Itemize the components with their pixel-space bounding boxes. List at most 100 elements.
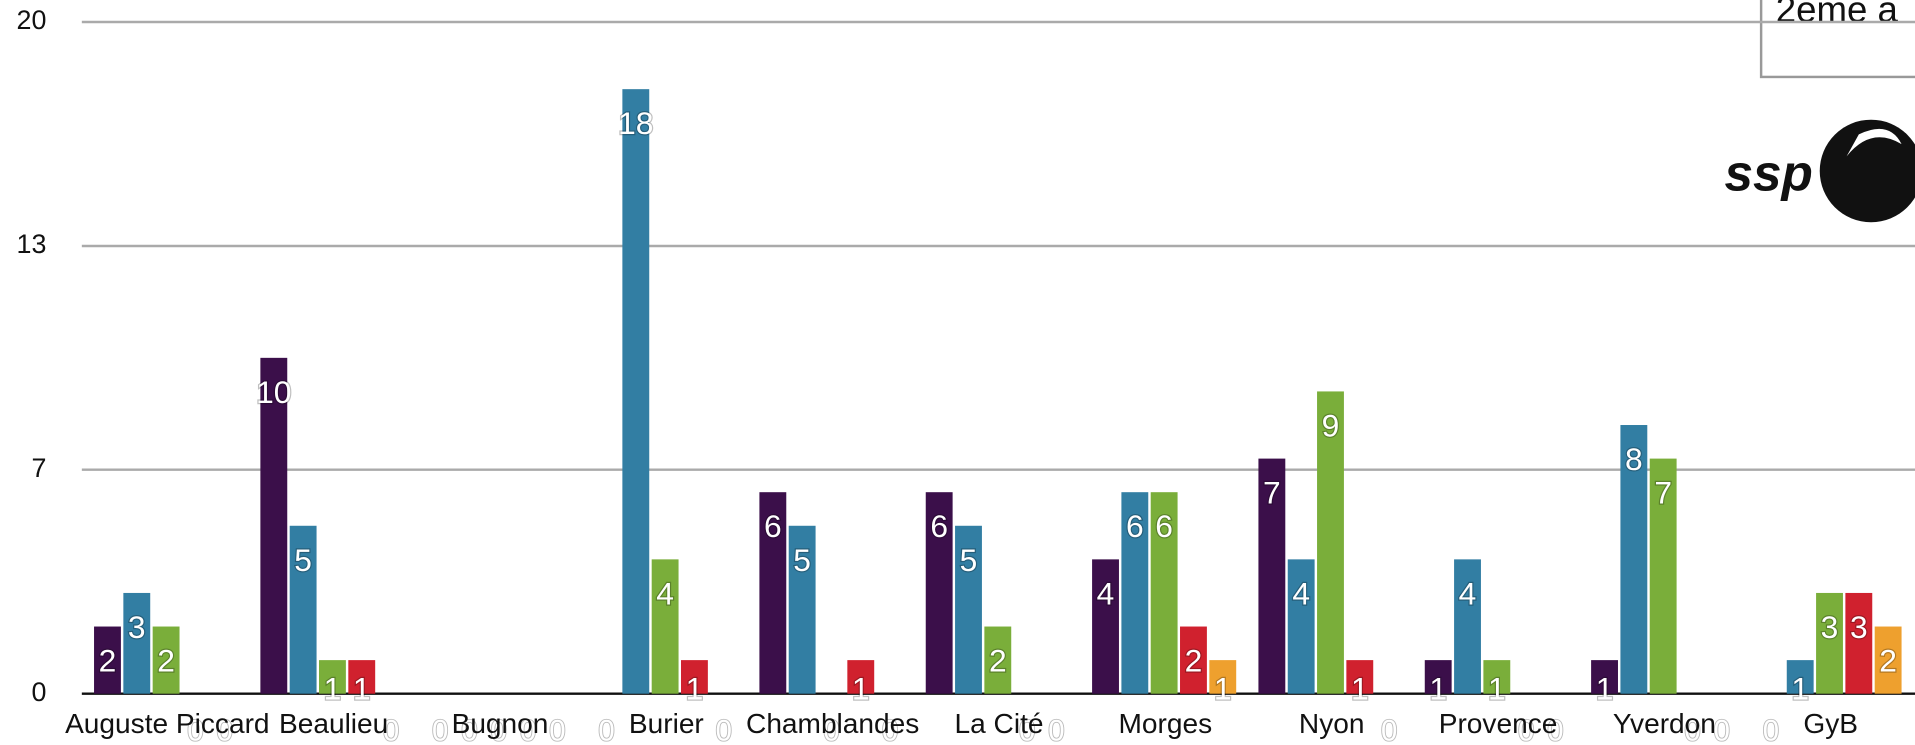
bar: [1649, 458, 1677, 694]
value-label: 1: [1791, 671, 1809, 707]
value-label: 9: [1322, 407, 1340, 443]
value-label: 0: [1518, 715, 1534, 745]
value-label: 7: [1654, 475, 1672, 511]
bar: [622, 89, 650, 694]
value-label: 5: [793, 542, 811, 578]
bar: [1845, 592, 1873, 694]
bar: [1346, 660, 1374, 694]
y-tick-label: 7: [31, 453, 46, 483]
value-label: 0: [1019, 715, 1035, 745]
bar: [260, 357, 288, 694]
value-label: 4: [1292, 575, 1310, 611]
value-label: 1: [1214, 671, 1232, 707]
bar: [1180, 626, 1207, 694]
value-label: 6: [764, 508, 782, 544]
x-tick-label: Bugnon: [452, 708, 549, 739]
value-label: 1: [852, 671, 870, 707]
x-tick-label: Chamblandes: [746, 708, 919, 739]
value-label: 2: [1185, 643, 1203, 679]
bar: [289, 525, 317, 694]
bar: [984, 626, 1012, 694]
value-label: 5: [960, 542, 978, 578]
value-label: 0: [1763, 715, 1779, 745]
legend-box: [1759, 0, 1915, 79]
x-tick-label: Yverdon: [1613, 708, 1716, 739]
x-tick-label: Beaulieu: [279, 708, 388, 739]
bar: [94, 626, 121, 694]
value-label: 0: [823, 715, 839, 745]
bar: [925, 492, 953, 694]
bar: [123, 592, 151, 694]
x-tick-label: La Cité: [955, 708, 1044, 739]
value-label: 0: [491, 715, 507, 745]
value-label: 6: [1155, 508, 1173, 544]
logo-mark: [1819, 119, 1915, 223]
bar: [348, 660, 376, 694]
bar: [319, 660, 346, 694]
bar: [651, 559, 679, 694]
bar: [1209, 660, 1237, 694]
value-label: 1: [324, 671, 342, 707]
value-label: 6: [930, 508, 948, 544]
value-label: 7: [1263, 475, 1281, 511]
value-label: 0: [1381, 715, 1397, 745]
value-label: 0: [549, 715, 565, 745]
value-label: 18: [618, 105, 653, 141]
bar: [1092, 559, 1119, 694]
value-label: 0: [1048, 715, 1064, 745]
value-label: 2: [157, 643, 175, 679]
value-label: 0: [1684, 715, 1700, 745]
bar: [680, 660, 708, 694]
value-label: 1: [353, 671, 371, 707]
y-tick-label: 13: [17, 229, 47, 259]
value-label: 4: [1459, 575, 1477, 611]
x-tick-label: GyB: [1803, 708, 1858, 739]
value-label: 1: [1488, 671, 1506, 707]
value-label: 3: [128, 609, 146, 645]
value-label: 0: [1714, 715, 1730, 745]
logo-text: ssp: [1724, 145, 1812, 202]
value-label: 0: [1547, 715, 1563, 745]
value-label: 4: [656, 575, 674, 611]
value-label: 0: [187, 715, 203, 745]
value-label: 0: [598, 715, 614, 745]
value-label: 0: [716, 715, 732, 745]
bar: [1786, 660, 1814, 694]
bar: [1620, 425, 1648, 694]
logo-swirl: [1846, 128, 1902, 157]
value-label: 3: [1821, 609, 1839, 645]
bar: [1287, 559, 1315, 694]
bar: [1483, 660, 1511, 694]
value-label: 0: [520, 715, 536, 745]
bar: [1874, 626, 1902, 694]
bar: [1816, 592, 1843, 694]
value-label: 3: [1850, 609, 1868, 645]
x-tick-label: Provence: [1439, 708, 1558, 739]
bar: [1424, 660, 1452, 694]
x-tick-label: Morges: [1119, 708, 1213, 739]
value-label: 0: [217, 715, 233, 745]
bar: [152, 626, 180, 694]
value-label: 1: [686, 671, 704, 707]
y-tick-label: 0: [31, 677, 46, 707]
bar: [759, 492, 787, 694]
value-label: 4: [1097, 575, 1115, 611]
value-label: 10: [256, 374, 291, 410]
value-label: 6: [1126, 508, 1144, 544]
y-tick-label: 20: [17, 5, 47, 35]
value-label: 0: [882, 715, 898, 745]
value-label: 5: [294, 542, 312, 578]
value-label: 0: [461, 715, 477, 745]
value-label: 2: [99, 643, 117, 679]
value-label: 2: [989, 643, 1007, 679]
bar: [1258, 458, 1286, 694]
value-label: 1: [1351, 671, 1369, 707]
value-label: 0: [432, 715, 448, 745]
bar: [788, 525, 816, 694]
value-label: 2: [1879, 643, 1897, 679]
bar: [1454, 559, 1481, 694]
bar: [1150, 492, 1178, 694]
bar: [1317, 391, 1344, 694]
value-label: 8: [1625, 441, 1643, 477]
